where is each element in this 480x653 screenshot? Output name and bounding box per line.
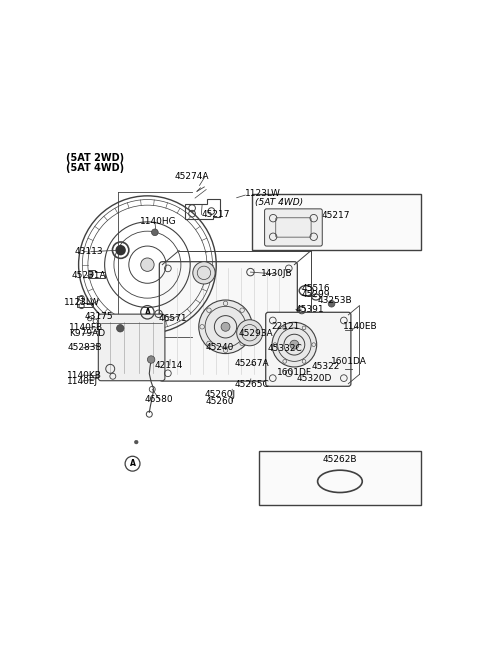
Bar xyxy=(252,194,421,250)
Text: 45274A: 45274A xyxy=(175,172,209,181)
Circle shape xyxy=(237,320,263,345)
Text: 45293A: 45293A xyxy=(239,329,273,338)
Circle shape xyxy=(89,272,93,277)
Text: K979AD: K979AD xyxy=(69,329,106,338)
Text: 1601DF: 1601DF xyxy=(277,368,312,377)
Text: (5AT 4WD): (5AT 4WD) xyxy=(255,198,303,207)
Text: A: A xyxy=(130,459,135,468)
Text: 45217: 45217 xyxy=(322,211,350,219)
Text: (5AT 4WD): (5AT 4WD) xyxy=(66,163,124,174)
Text: 45260J: 45260J xyxy=(204,390,236,400)
Text: 1123LW: 1123LW xyxy=(64,298,99,307)
Circle shape xyxy=(147,356,155,363)
Bar xyxy=(259,451,421,505)
FancyBboxPatch shape xyxy=(264,209,322,246)
Text: 1140EB: 1140EB xyxy=(343,321,377,330)
Circle shape xyxy=(115,245,126,255)
FancyBboxPatch shape xyxy=(266,312,351,387)
Text: 1140HG: 1140HG xyxy=(140,217,177,227)
Text: 45391: 45391 xyxy=(296,305,324,314)
Text: 43113: 43113 xyxy=(75,247,104,256)
Circle shape xyxy=(328,300,335,307)
FancyBboxPatch shape xyxy=(159,262,297,381)
Circle shape xyxy=(134,440,138,444)
Circle shape xyxy=(152,229,158,236)
Circle shape xyxy=(117,325,124,332)
Text: 46571: 46571 xyxy=(158,314,187,323)
Circle shape xyxy=(221,323,230,331)
Text: 45299: 45299 xyxy=(302,291,330,299)
Text: 45262B: 45262B xyxy=(323,455,357,464)
Circle shape xyxy=(290,340,299,349)
Text: 22121: 22121 xyxy=(271,321,300,330)
Circle shape xyxy=(199,300,252,353)
Circle shape xyxy=(141,258,154,272)
Text: 45260: 45260 xyxy=(206,396,234,406)
Text: 45283B: 45283B xyxy=(67,343,102,353)
Text: 45231A: 45231A xyxy=(71,272,106,280)
Text: 1140FB: 1140FB xyxy=(69,323,103,332)
Text: A: A xyxy=(144,308,150,317)
Text: 45516: 45516 xyxy=(302,284,330,293)
Text: 43253B: 43253B xyxy=(317,296,352,305)
Circle shape xyxy=(89,270,93,275)
Text: 46580: 46580 xyxy=(145,395,173,404)
Text: 45217: 45217 xyxy=(202,210,230,219)
FancyBboxPatch shape xyxy=(98,314,165,381)
Text: 45267A: 45267A xyxy=(234,360,269,368)
Text: 45265C: 45265C xyxy=(234,379,269,389)
Text: 1430JB: 1430JB xyxy=(261,270,292,278)
Text: 43175: 43175 xyxy=(84,312,113,321)
Text: 1123LW: 1123LW xyxy=(245,189,281,199)
Text: 42114: 42114 xyxy=(155,360,183,370)
Circle shape xyxy=(272,323,317,367)
Text: (5AT 2WD): (5AT 2WD) xyxy=(66,153,124,163)
Text: 45240: 45240 xyxy=(205,343,233,352)
Text: 45322: 45322 xyxy=(312,362,340,371)
Circle shape xyxy=(193,262,215,284)
Text: 1601DA: 1601DA xyxy=(331,357,367,366)
Text: 45332C: 45332C xyxy=(267,344,302,353)
Text: 1140EJ: 1140EJ xyxy=(67,377,98,386)
Text: 1140KB: 1140KB xyxy=(67,371,102,379)
Text: 45320D: 45320D xyxy=(296,374,332,383)
